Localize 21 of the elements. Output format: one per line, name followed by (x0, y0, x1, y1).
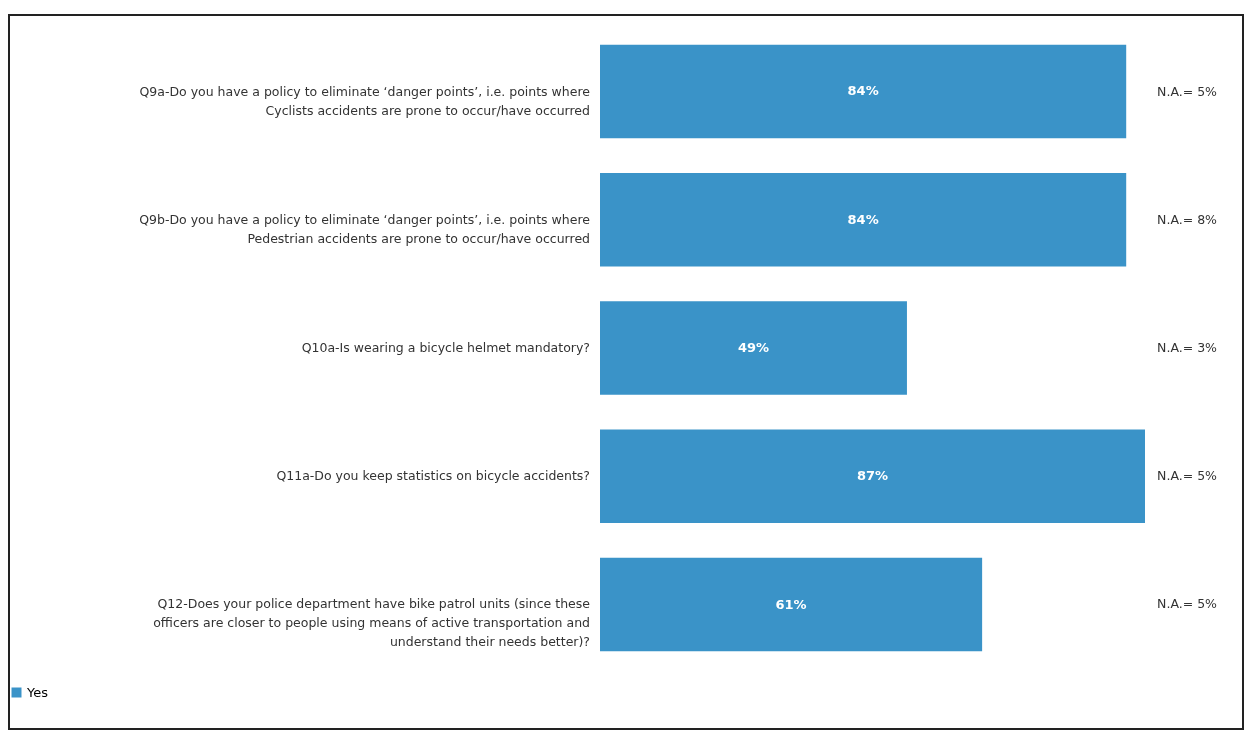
y-tick-label: Q10a-Is wearing a bicycle helmet mandatory? (301, 340, 590, 355)
y-tick-label: Q9b-Do you have a policy to eliminate ‘danger points’, i.e. points where Pedestrian accidents are prone to occur/have occurred (139, 212, 591, 246)
y-tick-label: Q12-Does your police department have bike patrol units (since these officers are closer to people using means of active transportation and understand their needs better)? (153, 596, 591, 649)
text: N.A.= 5% (1157, 84, 1218, 99)
data-label: 84% (847, 211, 879, 227)
bar (600, 557, 983, 652)
bar (600, 429, 1145, 524)
bar (600, 172, 1127, 267)
text: N.A.= 8% (1157, 212, 1218, 227)
data-label: 87% (856, 468, 889, 484)
bar (600, 301, 907, 395)
legend-label: Yes (26, 684, 49, 700)
bar (600, 44, 1127, 139)
data-label: 84% (847, 83, 879, 99)
data-label: 61% (775, 596, 807, 612)
text: N.A.= 5% (1157, 596, 1218, 611)
text: N.A.= 5% (1157, 468, 1218, 483)
data-label: 49% (737, 340, 770, 355)
y-tick-label: Q9a-Do you have a policy to eliminate ‘danger points’, i.e. points where Cyclists accidents are prone to occur/have occurred (139, 84, 591, 118)
y-tick-label: Q11a-Do you keep statistics on bicycle accidents? (276, 468, 590, 483)
text: N.A.= 3% (1157, 340, 1218, 355)
